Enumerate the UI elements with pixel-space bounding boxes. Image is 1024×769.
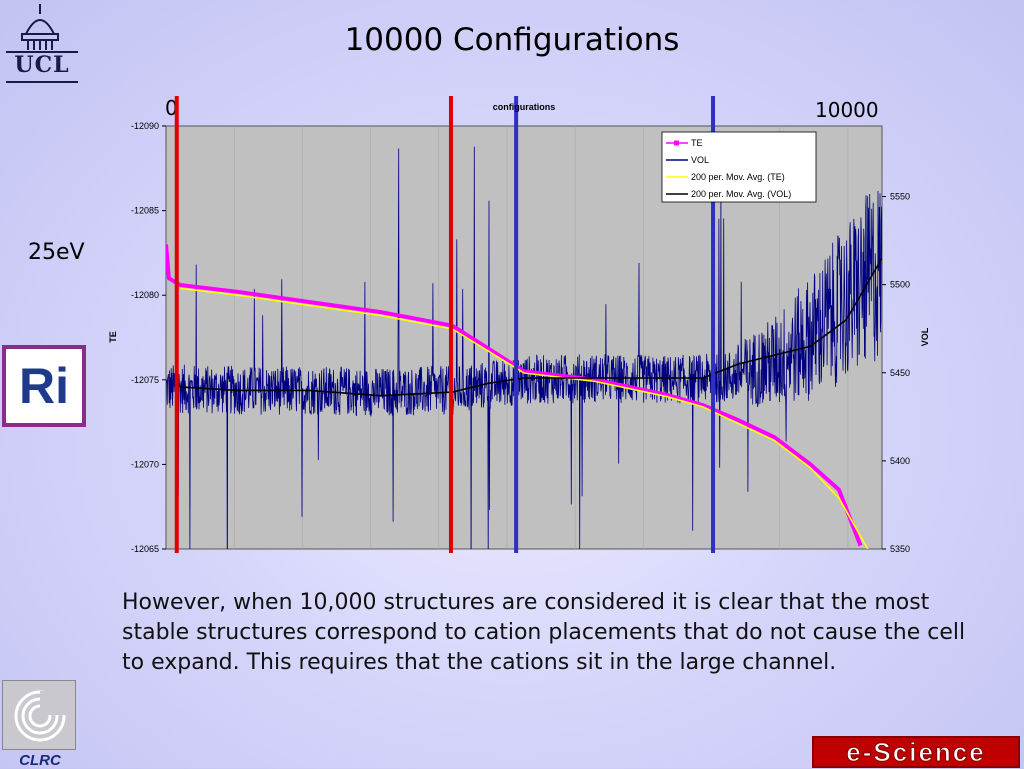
energy-label: 25eV (28, 240, 85, 265)
ri-logo-text: Ri (19, 358, 69, 414)
legend-entry-label: 200 per. Mov. Avg. (TE) (691, 172, 785, 182)
y-left-tick-label: -12080 (131, 290, 159, 300)
slide-title: 10000 Configurations (344, 22, 680, 58)
start-label: 0 (165, 96, 178, 120)
configurations-chart: -12090 -12085 -12080 -12075 -12070 -12065 5550… (108, 96, 930, 554)
legend-entry-label: VOL (691, 155, 709, 165)
ucl-logo: UCL (2, 2, 82, 90)
ucl-logo-text: UCL (14, 52, 70, 78)
y-left-tick-label: -12065 (131, 544, 159, 554)
series-vol-line (166, 146, 882, 549)
y-left-tick-label: -12075 (131, 375, 159, 385)
y-left-tick-label: -12070 (131, 459, 159, 469)
ticks-layer: -12090 -12085 -12080 -12075 -12070 -12065 5550… (131, 121, 910, 554)
legend: TE VOL 200 per. Mov. Avg. (TE) 200 per. Mov… (661, 131, 817, 203)
chart-title: configurations (493, 102, 556, 112)
y-right-tick-label: 5350 (890, 544, 910, 554)
y-axis-label-right: VOL (920, 327, 930, 346)
ucl-dome-icon (6, 4, 78, 83)
ri-logo: Ri (2, 345, 86, 427)
series-layer (166, 244, 882, 549)
escience-logo: e-Science (812, 736, 1020, 768)
end-label: 10000 (815, 98, 879, 122)
y-right-tick-label: 5500 (890, 280, 910, 290)
legend-te-marker (674, 140, 679, 146)
legend-entry-label: TE (691, 138, 703, 148)
y-right-tick-label: 5550 (890, 192, 910, 202)
series-line-3 (180, 257, 882, 397)
clrc-logo-text: CLRC (19, 752, 61, 769)
y-axis-label-left: TE (108, 331, 118, 343)
escience-logo-text: e-Science (846, 737, 986, 768)
series-line-2 (180, 287, 869, 549)
y-left-tick-label: -12085 (131, 206, 159, 216)
vol-noise-layer (166, 146, 882, 549)
y-right-tick-label: 5400 (890, 456, 910, 466)
series-line-0 (166, 244, 863, 547)
clrc-logo: CLRC (2, 680, 76, 769)
clrc-swirl-icon (2, 680, 76, 750)
body-paragraph: However, when 10,000 structures are cons… (122, 590, 966, 675)
y-left-tick-label: -12090 (131, 121, 159, 131)
y-right-tick-label: 5450 (890, 368, 910, 378)
legend-entry-label: 200 per. Mov. Avg. (VOL) (691, 189, 791, 199)
